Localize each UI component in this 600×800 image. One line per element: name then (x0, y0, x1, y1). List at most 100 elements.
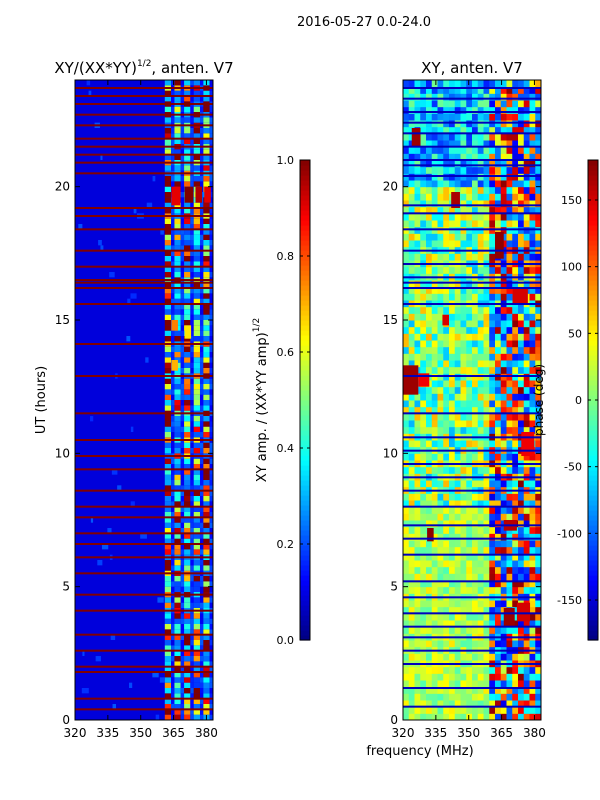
phase-cell (443, 213, 450, 221)
phase-cell (535, 453, 542, 461)
phase-cell (495, 100, 502, 108)
amp-cell (193, 282, 200, 288)
phase-flagged-row (403, 524, 541, 527)
amp-cell (209, 634, 213, 640)
phase-cell (489, 186, 496, 194)
amp-cell (171, 613, 175, 619)
phase-cell (489, 540, 496, 548)
phase-cell (460, 586, 467, 594)
phase-cell (535, 146, 542, 154)
phase-cell (506, 326, 513, 334)
phase-cell (420, 520, 427, 528)
phase-cell (437, 100, 444, 108)
phase-cell (500, 560, 507, 568)
phase-cell (420, 573, 427, 581)
amp-flagged-row (75, 172, 213, 175)
phase-cell (512, 240, 519, 248)
phase-cell (472, 413, 479, 421)
amp-cell (174, 256, 181, 262)
phase-cell (483, 666, 490, 674)
amp-cell (203, 133, 210, 139)
amp-cell (101, 544, 109, 550)
phase-cell (449, 520, 456, 528)
amp-cell (164, 133, 172, 139)
phase-cell (408, 220, 415, 228)
phase-cell (408, 673, 415, 681)
phase-cell (431, 393, 438, 401)
phase-cell (403, 426, 410, 434)
amp-cell (174, 426, 181, 432)
amp-cell (193, 485, 200, 491)
phase-cell (523, 640, 530, 648)
amp-cell (171, 272, 175, 278)
phase-cell (408, 233, 415, 241)
phase-cell (512, 393, 519, 401)
phase-cell (489, 100, 496, 108)
phase-cell (454, 506, 461, 514)
amp-cell (184, 304, 191, 310)
amp-cell (209, 149, 213, 155)
phase-cell (489, 426, 496, 434)
phase-cell (437, 193, 444, 201)
phase-cell (403, 266, 410, 274)
amp-cell (203, 533, 210, 539)
amp-flagged-row (75, 215, 213, 217)
phase-cell (443, 153, 450, 161)
amp-cell (174, 501, 181, 507)
amp-cell (199, 672, 204, 678)
amp-cell (164, 224, 172, 230)
amp-cell (180, 298, 185, 304)
amp-cell (190, 458, 194, 464)
amp-cell (203, 613, 210, 619)
phase-cell (460, 166, 467, 174)
phase-cell (426, 100, 433, 108)
phase-colorbar-step (588, 595, 598, 601)
amp-cell (199, 677, 204, 683)
amp-cell (203, 400, 210, 406)
phase-cell (512, 566, 519, 574)
phase-cell (518, 693, 525, 701)
phase-cell (512, 706, 519, 714)
phase-cell (506, 413, 513, 421)
amp-cell (209, 325, 213, 331)
amp-cell (117, 485, 122, 491)
phase-cell (483, 126, 490, 134)
amp-cell (174, 250, 181, 256)
amp-cell (199, 229, 204, 235)
amp-cell (164, 154, 172, 160)
amp-cell (171, 149, 175, 155)
amp-cell (199, 682, 204, 688)
phase-cell (466, 113, 473, 121)
phase-cell (460, 220, 467, 228)
amp-colorbar-step (300, 235, 310, 241)
phase-cell (431, 546, 438, 554)
amp-cell (184, 709, 191, 715)
phase-cell (431, 293, 438, 301)
amp-cell (174, 218, 181, 224)
phase-cell (512, 653, 519, 661)
phase-cell (483, 420, 490, 428)
amp-cell (203, 496, 210, 502)
phase-cell (523, 533, 530, 541)
phase-cell (500, 540, 507, 548)
amp-bright-cell (204, 186, 211, 203)
phase-cell (512, 253, 519, 261)
phase-cell (523, 386, 530, 394)
amp-cell (190, 666, 194, 672)
amp-cell (184, 688, 191, 694)
amp-cell (190, 688, 194, 694)
phase-cell (460, 706, 467, 714)
phase-cell (431, 233, 438, 241)
phase-cell (449, 266, 456, 274)
amp-cell (171, 485, 175, 491)
phase-cell (460, 240, 467, 248)
amp-cell (199, 645, 204, 651)
phase-cell (523, 700, 530, 708)
phase-cell (403, 713, 410, 721)
amp-cell (209, 645, 213, 651)
amp-cell (193, 565, 200, 571)
amp-colorbar-step (300, 215, 310, 221)
phase-flagged-row (403, 249, 541, 252)
phase-cell (437, 113, 444, 121)
amp-cell (174, 400, 181, 406)
